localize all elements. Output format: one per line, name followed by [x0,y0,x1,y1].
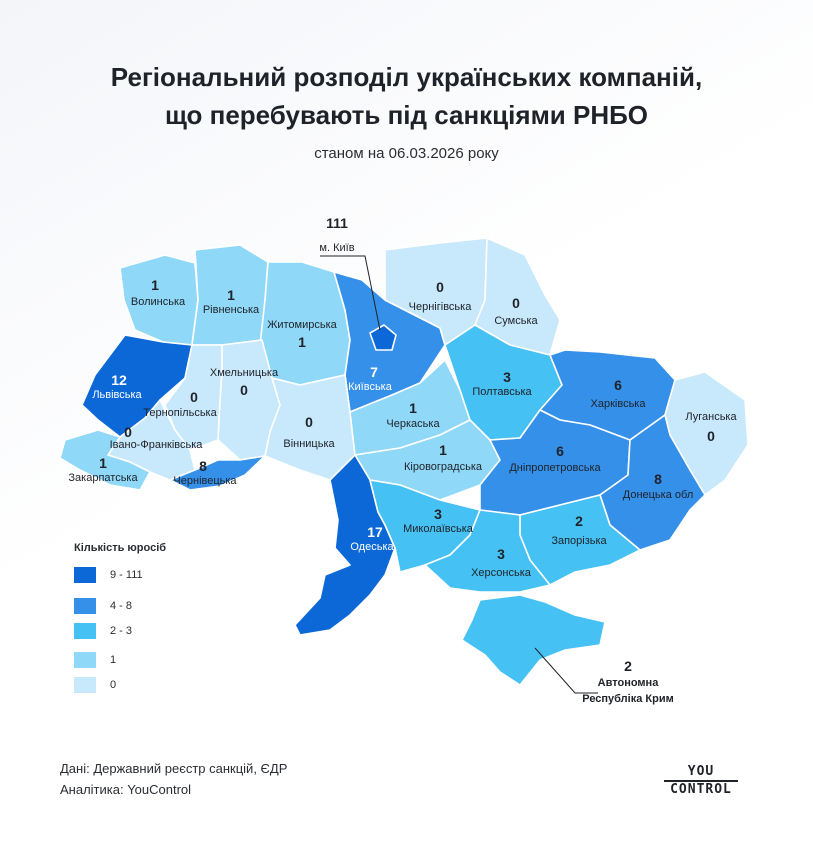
legend-title: Кількість юросіб [74,542,167,554]
name-volynska: Волинська [131,296,186,308]
value-mykolaivska: 3 [434,506,442,522]
legend-label: 9 - 111 [110,569,143,581]
legend-swatch [74,598,96,614]
name-krym-line-1: Автономна [598,677,660,689]
value-luhanska: 0 [707,428,715,444]
value-kirovohradska: 1 [439,442,447,458]
legend-item: 2 - 3 [74,623,132,639]
legend-label: 4 - 8 [110,600,133,612]
value-khmelnytska: 0 [240,382,248,398]
legend-label: 1 [110,654,117,666]
value-kyivska: 7 [370,364,378,380]
legend-item: 4 - 8 [74,598,132,614]
legend-swatch [74,677,96,693]
value-lvivska: 12 [111,372,127,388]
name-poltavska: Полтавська [472,386,532,398]
legend-item: 1 [74,652,116,668]
value-khersonska: 3 [497,546,505,562]
value-chernivetska: 8 [199,458,207,474]
region-kyiv-city [369,324,397,351]
logo-top: YOU [687,764,715,779]
page-subtitle: станом на 06.03.2026 року [314,145,499,162]
name-kharkivska: Харківська [591,398,647,410]
value-ivanofrankivska: 0 [124,424,132,440]
value-ternopilska: 0 [190,389,198,405]
name-ternopilska: Тернопільська [143,407,217,419]
youcontrol-logo: YOU CONTROL [664,765,738,797]
name-lvivska: Львівська [92,389,142,401]
region-krym [461,594,606,686]
region-donetska [599,414,706,551]
name-luhanska: Луганська [685,411,737,423]
value-sumska: 0 [512,295,520,311]
value-zakarpatska: 1 [99,455,107,471]
name-kyiv-city: м. Київ [319,242,354,254]
value-zhytomyrska: 1 [298,334,306,350]
logo-bar [664,780,738,782]
name-kirovohradska: Кіровоградська [404,461,483,473]
region-zakarpatska [59,429,151,491]
value-chernihivska: 0 [436,279,444,295]
value-cherkaska: 1 [409,400,417,416]
name-khersonska: Херсонська [471,567,532,579]
name-dnipropetrovska: Дніпропетровська [509,462,601,474]
name-chernihivska: Чернігівська [409,301,473,313]
name-sumska: Сумська [494,315,538,327]
value-volynska: 1 [151,277,159,293]
legend-item: 9 - 111 [74,567,143,583]
value-rivnenska: 1 [227,287,235,303]
name-mykolaivska: Миколаївська [403,523,474,535]
name-krym-line-2: Республіка Крим [582,693,674,705]
source-analytics: Аналітика: YouControl [60,782,192,797]
name-donetska: Донецька обл [623,489,694,501]
legend-label: 0 [110,679,117,691]
title-line-1: Регіональний розподіл українських компан… [110,62,703,92]
name-ivanofrankivska: Івано-Франківська [110,439,204,451]
kyiv-leader-line [320,255,381,331]
name-chernivetska: Чернівецька [173,475,237,487]
page-title: Регіональний розподіл українських компан… [0,58,813,134]
logo-bottom: CONTROL [670,782,732,797]
name-kyivska: Київська [348,381,393,393]
region-ternopilska [164,344,223,451]
legend-swatch [74,623,96,639]
value-odeska: 17 [367,524,383,540]
region-khersonska [424,509,551,593]
value-donetska: 8 [654,471,662,487]
krym-leader-line [534,647,598,694]
legend-label: 2 - 3 [110,625,133,637]
legend-item: 0 [74,677,116,693]
value-vinnytska: 0 [305,414,313,430]
name-cherkaska: Черкаська [386,418,440,430]
name-vinnytska: Вінницька [283,438,335,450]
legend-swatch [74,652,96,668]
name-khmelnytska: Хмельницька [210,367,279,379]
name-zakarpatska: Закарпатська [68,472,138,484]
source-data: Дані: Державний реєстр санкцій, ЄДР [60,761,288,776]
value-krym: 2 [624,658,632,674]
name-zhytomyrska: Житомирська [267,319,337,331]
name-odeska: Одеська [350,541,394,553]
legend-swatch [74,567,96,583]
value-kyiv-city: 111 [326,215,348,231]
name-zaporizka: Запорізька [551,535,607,547]
value-kharkivska: 6 [614,377,622,393]
value-dnipropetrovska: 6 [556,443,564,459]
value-zaporizka: 2 [575,513,583,529]
region-chernivetska [169,455,266,491]
value-poltavska: 3 [503,369,511,385]
name-rivnenska: Рівненська [203,304,260,316]
title-line-2: що перебувають під санкціями РНБО [164,100,649,130]
